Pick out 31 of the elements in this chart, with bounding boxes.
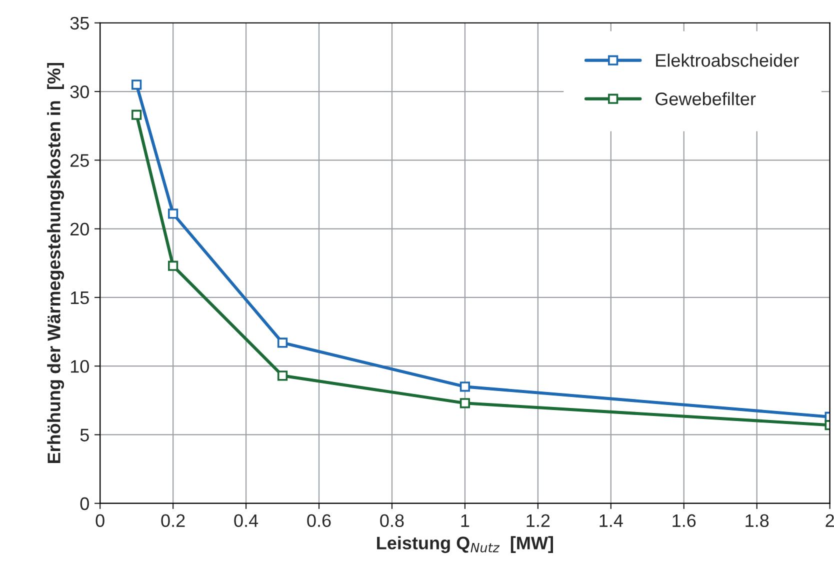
x-tick-label: 2 xyxy=(826,514,834,527)
y-tick-label: 20 xyxy=(70,222,89,236)
y-tick-label: 5 xyxy=(80,428,89,442)
legend-label: Gewebefilter xyxy=(656,92,756,106)
x-tick-label: 1.8 xyxy=(746,514,769,528)
x-tick-label: 1.2 xyxy=(526,514,550,527)
y-tick-label: 10 xyxy=(70,360,89,373)
x-tick-label: 0.4 xyxy=(234,514,258,528)
point xyxy=(277,338,288,348)
y-tick-label: 35 xyxy=(70,16,89,30)
y-axis-title: Erhöhung der Wärmegestehungskosten in [%] xyxy=(47,62,64,464)
y-tick-label: 25 xyxy=(70,154,89,167)
legend-label: Elektroabscheider xyxy=(656,54,799,67)
point xyxy=(168,260,178,271)
point xyxy=(131,110,142,120)
y-tick-label: 30 xyxy=(70,85,89,98)
x-tick-label: 1.4 xyxy=(600,514,623,527)
y-tick-label: 0 xyxy=(80,497,89,510)
point xyxy=(131,80,142,90)
x-tick-label: 0.6 xyxy=(307,514,331,528)
x-tick-label: 0 xyxy=(96,514,104,528)
x-tick-label: 0.2 xyxy=(161,514,185,528)
point xyxy=(460,382,470,392)
x-tick-label: 1.6 xyxy=(672,514,696,528)
y-tick-label: 15 xyxy=(70,292,89,304)
point xyxy=(460,398,470,408)
x-tick-label: 0.8 xyxy=(380,514,404,528)
point xyxy=(277,370,288,381)
x-tick-label: 1 xyxy=(461,514,470,527)
point xyxy=(168,208,178,219)
x-axis-title: Leistung Q$_{Nutz}$ [MW] xyxy=(377,536,553,554)
